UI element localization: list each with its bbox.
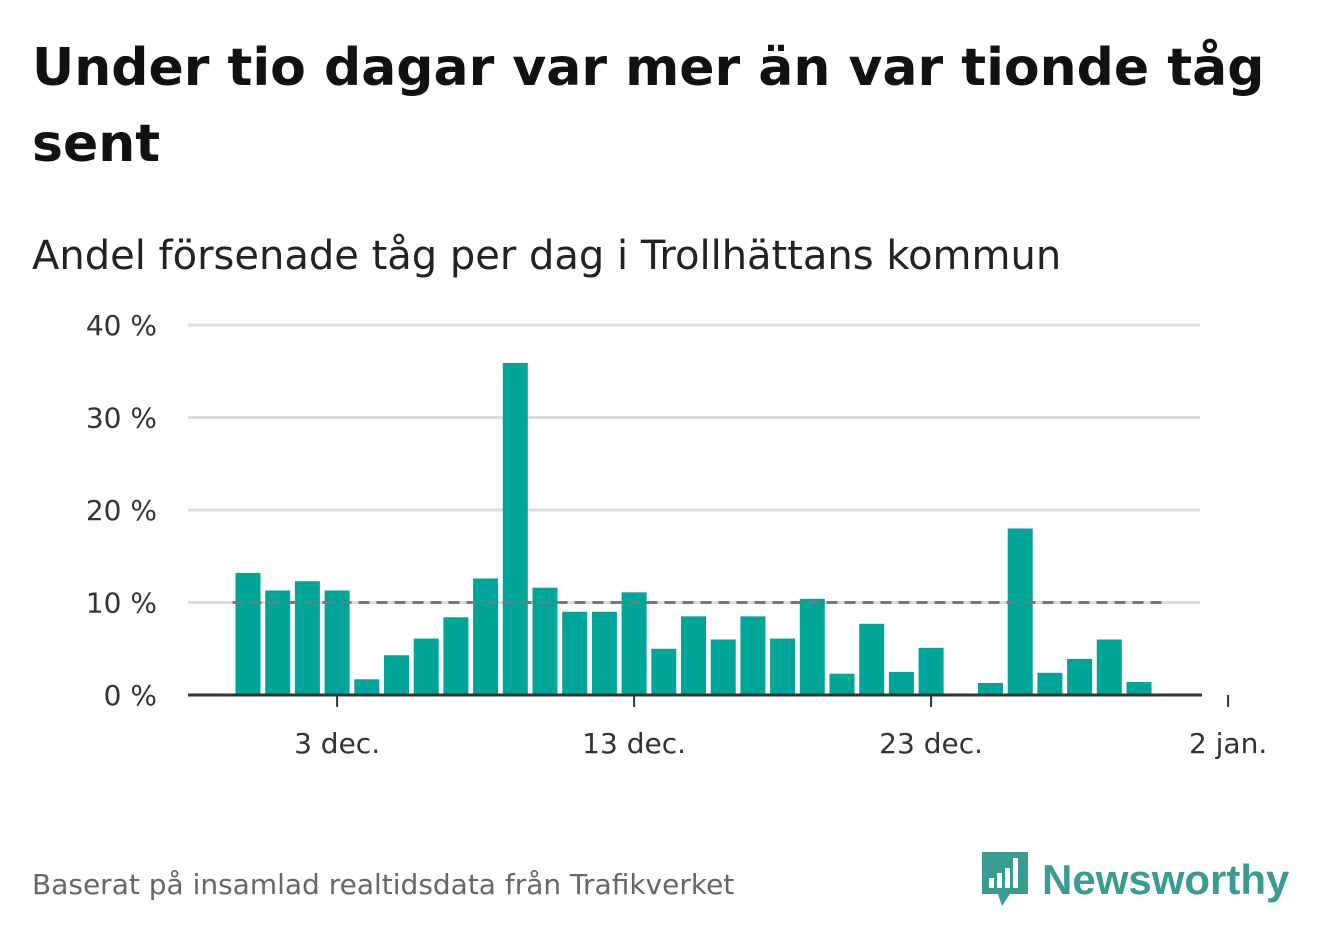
bar <box>235 572 261 695</box>
bar <box>918 647 944 695</box>
bar <box>294 581 320 695</box>
x-tick-label: 13 dec. <box>582 727 686 760</box>
logo-text: Newsworthy <box>1042 856 1290 903</box>
source-note: Baserat på insamlad realtidsdata från Tr… <box>32 868 735 901</box>
newsworthy-logo-icon <box>982 852 1028 906</box>
y-tick-label: 40 % <box>86 309 157 342</box>
grid-lines: 0 % 10 % 20 % 30 % 40 % <box>86 309 1200 712</box>
y-tick-label: 20 % <box>86 494 157 527</box>
bar <box>978 682 1003 695</box>
bar <box>1096 639 1122 695</box>
bar <box>621 592 647 695</box>
y-tick-label: 0 % <box>104 679 157 712</box>
bar <box>1037 672 1063 695</box>
bar <box>710 639 736 695</box>
bar <box>591 611 617 695</box>
x-tick-label: 23 dec. <box>879 727 983 760</box>
bar <box>770 638 796 695</box>
bars <box>235 362 1152 695</box>
bar <box>562 611 588 695</box>
bar <box>1126 682 1152 695</box>
bar <box>384 655 409 695</box>
bar <box>1067 658 1093 695</box>
y-tick-label: 10 % <box>86 587 157 620</box>
bar <box>829 673 855 695</box>
bar <box>799 598 825 695</box>
bar <box>532 587 558 695</box>
bar <box>888 671 914 695</box>
bar <box>473 578 499 695</box>
chart-title: Under tio dagar var mer än var tionde tå… <box>32 38 1265 174</box>
bar <box>443 617 469 695</box>
bar <box>413 638 439 695</box>
x-tick-label: 2 jan. <box>1189 727 1267 760</box>
y-tick-label: 30 % <box>86 402 157 435</box>
bar <box>859 623 885 695</box>
bar <box>354 679 380 695</box>
x-tick-label: 3 dec. <box>294 727 380 760</box>
bar <box>740 616 766 695</box>
bar <box>265 590 291 695</box>
bar <box>651 648 677 695</box>
bar <box>1007 528 1033 695</box>
newsworthy-logo: Newsworthy <box>980 850 1289 910</box>
axes: 3 dec. 13 dec. 23 dec. 2 jan. <box>188 693 1267 760</box>
bar <box>324 590 350 695</box>
bar-chart: 0 % 10 % 20 % 30 % 40 % 3 dec. 13 dec. 23 dec.… <box>86 309 1267 760</box>
bar <box>502 362 528 695</box>
bar <box>681 616 706 695</box>
chart-subtitle: Andel försenade tåg per dag i Trollhätta… <box>32 233 1062 279</box>
